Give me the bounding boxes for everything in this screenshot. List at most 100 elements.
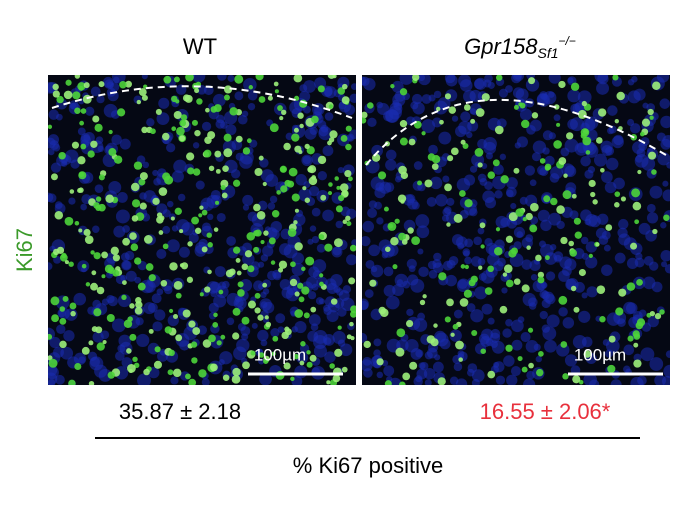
cell [129, 303, 135, 309]
cell [569, 117, 584, 132]
cell [438, 272, 447, 281]
cell [217, 75, 227, 81]
cell [49, 336, 61, 349]
cell [194, 88, 200, 94]
cell [181, 222, 195, 236]
cell [362, 359, 373, 372]
cell [349, 321, 354, 327]
cell [134, 257, 142, 265]
cell [289, 278, 298, 287]
cell [516, 231, 524, 238]
cell [232, 332, 240, 340]
cell [94, 184, 104, 193]
cell [122, 225, 130, 233]
cell [362, 76, 367, 86]
cell [473, 236, 483, 246]
cell [662, 189, 670, 202]
cell [444, 93, 452, 100]
cell [471, 378, 480, 385]
cell [269, 123, 279, 133]
cell [513, 241, 522, 250]
row-label: Ki67 [12, 228, 37, 272]
cell [639, 309, 647, 317]
cell [597, 108, 607, 117]
cell [317, 85, 325, 93]
cell [568, 240, 575, 247]
cell [464, 199, 473, 208]
cell [638, 142, 648, 151]
cell [567, 77, 574, 84]
cell [222, 165, 229, 172]
cell [237, 281, 244, 288]
cell [506, 177, 518, 189]
cell [416, 368, 428, 380]
cell [495, 227, 501, 232]
cell [390, 83, 395, 89]
cell [333, 285, 341, 293]
cell [505, 235, 514, 243]
cell [132, 356, 138, 363]
cell [580, 132, 587, 139]
cell [485, 152, 493, 160]
cell [418, 362, 426, 370]
cell [467, 120, 479, 132]
cell [148, 328, 154, 334]
cell [399, 75, 414, 85]
cell [271, 351, 276, 356]
cell [445, 274, 457, 287]
cell [580, 155, 591, 167]
cell [374, 201, 383, 210]
cell [490, 328, 501, 339]
cell [319, 298, 326, 305]
cell [408, 265, 416, 273]
cell [68, 379, 76, 385]
cell [322, 209, 334, 222]
cell [347, 176, 353, 182]
cell [522, 378, 536, 385]
cell [513, 278, 521, 285]
cell [210, 106, 218, 113]
cell [526, 245, 531, 250]
cell [392, 264, 398, 270]
cell [478, 265, 483, 270]
cell [633, 359, 642, 368]
cell [317, 155, 327, 165]
cell [111, 318, 126, 333]
cell [597, 75, 609, 85]
cell [201, 121, 212, 131]
cell [332, 374, 341, 383]
cell [431, 117, 443, 128]
cell [505, 318, 513, 327]
cell [384, 182, 395, 193]
cell [424, 179, 433, 188]
cell [384, 380, 392, 385]
cell [402, 372, 411, 381]
cell [77, 156, 86, 165]
cell [291, 133, 300, 142]
cell [301, 154, 313, 167]
cell [330, 298, 338, 305]
cell [48, 134, 60, 146]
cell [528, 362, 534, 369]
cell [188, 232, 199, 243]
cell [428, 144, 438, 155]
cell [349, 244, 356, 252]
cell [212, 322, 219, 328]
superscript: −/− [559, 34, 576, 48]
cell [83, 82, 90, 89]
cell [500, 217, 511, 228]
cell [556, 205, 565, 214]
cell [487, 171, 496, 179]
cell [59, 306, 66, 312]
cell [459, 298, 469, 307]
cell [503, 264, 513, 273]
cell [596, 81, 610, 95]
cell [505, 344, 513, 352]
cell [635, 155, 643, 163]
cell [637, 169, 642, 175]
cell [522, 292, 536, 307]
cell [561, 266, 572, 277]
cell [279, 165, 288, 173]
cell [263, 358, 269, 364]
cell [394, 273, 409, 288]
